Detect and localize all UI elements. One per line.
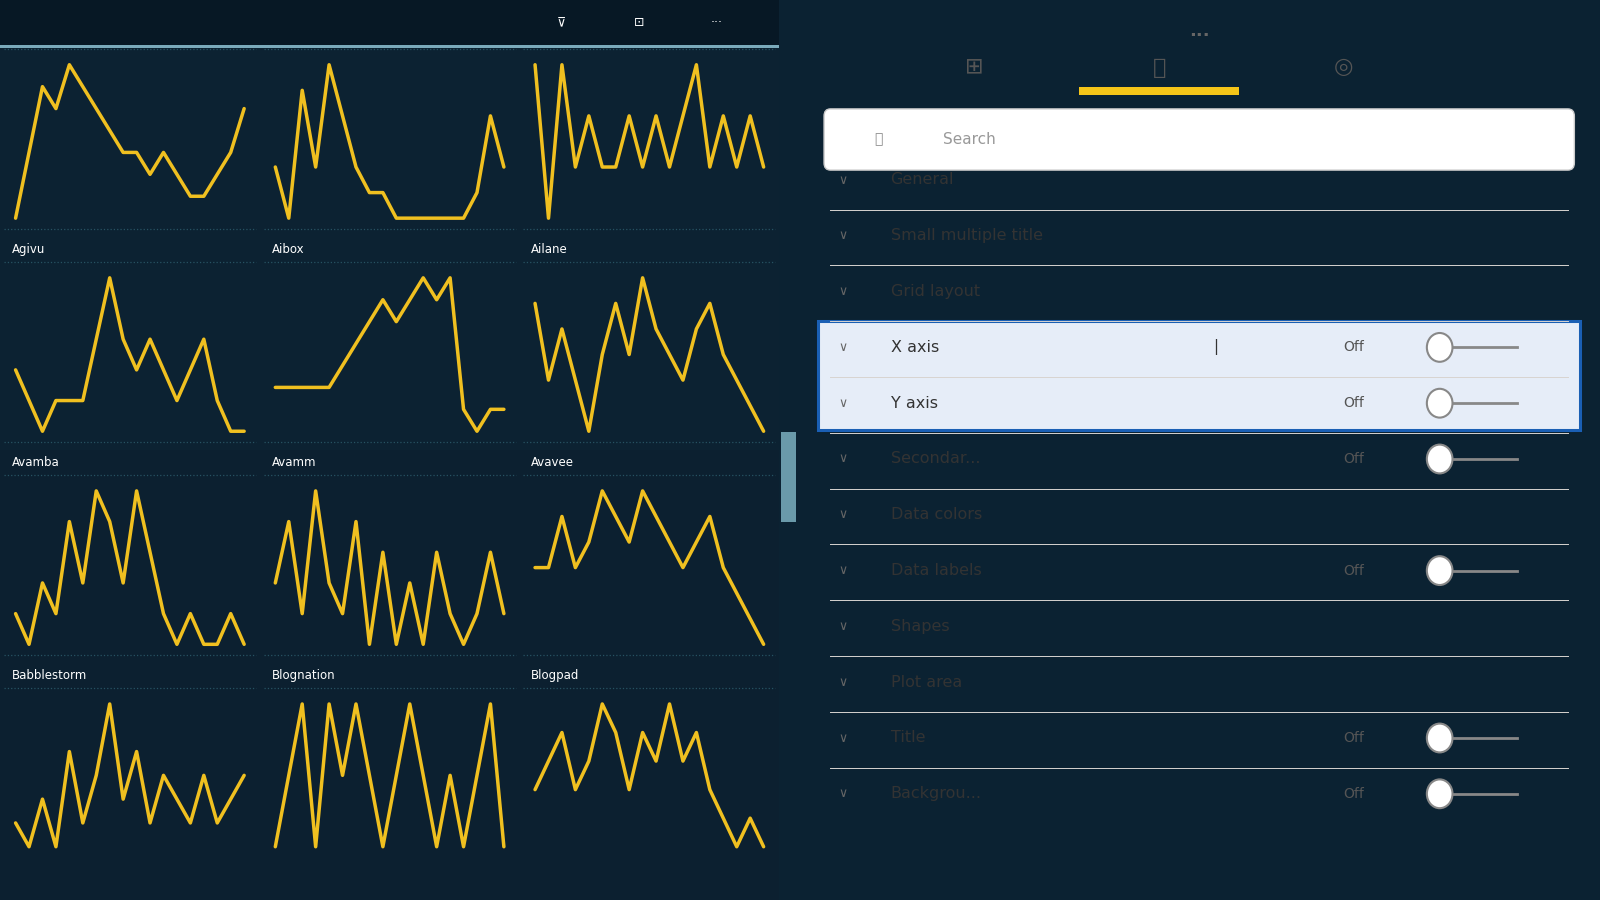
Text: Babblestorm: Babblestorm [11,670,86,682]
Text: Grid layout: Grid layout [891,284,979,299]
Text: Small multiple title: Small multiple title [891,229,1043,243]
Text: ···: ··· [710,16,723,29]
Text: ∨: ∨ [838,732,846,744]
Text: Avamba: Avamba [11,456,59,469]
Text: 🔍: 🔍 [874,132,883,147]
Text: Shapes: Shapes [891,619,949,634]
Circle shape [1427,389,1453,418]
Circle shape [1427,333,1453,362]
Text: Data labels: Data labels [891,563,981,578]
Text: Off: Off [1344,787,1365,801]
Text: ∨: ∨ [838,230,846,242]
Text: X axis: X axis [891,340,939,355]
Text: ∨: ∨ [838,453,846,465]
Text: Data colors: Data colors [891,508,982,522]
Text: Title: Title [891,731,925,745]
Bar [0,0,779,450]
Text: Off: Off [1344,396,1365,410]
Bar [781,432,797,522]
Text: Off: Off [1344,340,1365,355]
Text: Secondar...: Secondar... [891,452,981,466]
Text: ∨: ∨ [838,341,846,354]
FancyBboxPatch shape [819,320,1579,430]
Circle shape [1427,724,1453,752]
Text: ∨: ∨ [838,676,846,688]
Text: Aibox: Aibox [272,243,304,256]
Text: Search: Search [942,132,995,147]
Text: ∨: ∨ [838,174,846,186]
Circle shape [1427,556,1453,585]
Text: Backgrou...: Backgrou... [891,787,981,801]
Text: |: | [1213,339,1218,356]
Circle shape [1427,445,1453,473]
Text: ⊡: ⊡ [634,16,645,29]
Text: Off: Off [1344,731,1365,745]
Text: Avamm: Avamm [272,456,315,469]
Text: Y axis: Y axis [891,396,938,410]
FancyBboxPatch shape [824,109,1574,170]
Text: Blogpad: Blogpad [531,670,579,682]
Text: ∨: ∨ [838,788,846,800]
Text: Avavee: Avavee [531,456,574,469]
Text: Plot area: Plot area [891,675,962,689]
Text: ∨: ∨ [838,564,846,577]
Text: ◎: ◎ [1334,58,1354,77]
Bar [0,0,779,45]
Text: Off: Off [1344,452,1365,466]
Text: ∨: ∨ [838,397,846,410]
Text: Ailane: Ailane [531,243,568,256]
Bar [1078,87,1240,94]
Text: ⊽: ⊽ [557,16,565,29]
Text: Blognation: Blognation [272,670,334,682]
Text: ∨: ∨ [838,508,846,521]
Circle shape [1427,779,1453,808]
Text: 🖌: 🖌 [1152,58,1166,77]
Text: ...: ... [1189,22,1210,40]
Text: ∨: ∨ [838,285,846,298]
Text: Agivu: Agivu [11,243,45,256]
Text: Off: Off [1344,563,1365,578]
Text: ⊞: ⊞ [965,58,984,77]
Bar [0,45,779,48]
Text: General: General [891,173,954,187]
Text: ∨: ∨ [838,620,846,633]
